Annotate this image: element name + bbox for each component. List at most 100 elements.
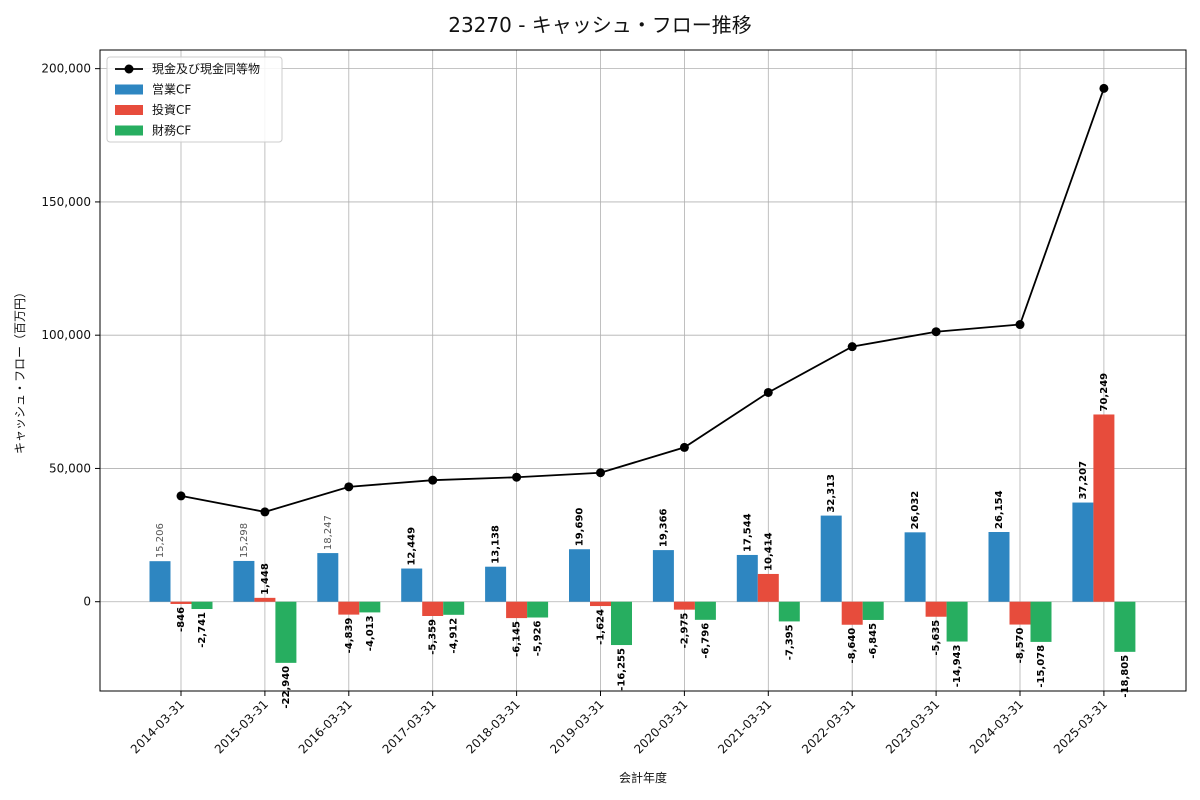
data-label: 19,366 (658, 508, 669, 547)
bar-1-3 (422, 601, 444, 616)
x-tick-label: 2023-03-31 (883, 697, 942, 756)
bar-layer (149, 414, 1136, 663)
bar-0-2 (317, 553, 339, 602)
data-label: -5,635 (931, 620, 942, 656)
x-tick-label: 2024-03-31 (967, 697, 1026, 756)
bar-2-4 (527, 601, 549, 618)
legend-swatch (115, 125, 143, 136)
x-tick-label: 2025-03-31 (1051, 697, 1110, 756)
data-label: 70,249 (1099, 373, 1110, 412)
bar-0-0 (149, 561, 171, 602)
bar-1-4 (506, 601, 528, 619)
data-label: 26,154 (994, 490, 1005, 529)
bar-1-0 (170, 601, 192, 604)
plot-frame (99, 49, 1187, 692)
data-label-layer: 15,206 15,298 18,247 12,449 13,138 19,690 19,3… (155, 373, 1131, 709)
cash-balance-point (1015, 320, 1025, 330)
bar-1-8 (841, 601, 863, 625)
legend-label: 投資CF (152, 102, 191, 117)
bar-0-7 (736, 554, 758, 602)
legend-swatch (115, 84, 143, 95)
data-label: -7,395 (784, 624, 795, 660)
line-layer (176, 83, 1109, 517)
data-label: -15,078 (1036, 645, 1047, 688)
data-label: -4,013 (365, 615, 376, 651)
bar-2-2 (359, 601, 381, 613)
legend-label: 現金及び現金同等物 (152, 61, 260, 76)
x-tick-label: 2017-03-31 (380, 697, 439, 756)
y-axis-title: キャッシュ・フロー（百万円） (13, 286, 27, 454)
bar-0-11 (1072, 502, 1094, 602)
bar-2-8 (862, 601, 884, 620)
x-axis-title: 会計年度 (619, 770, 667, 785)
data-label: 15,206 (155, 523, 166, 558)
cash-balance-point (176, 491, 186, 501)
legend-label: 財務CF (152, 123, 191, 138)
data-label: 18,247 (323, 515, 334, 550)
bar-0-5 (569, 549, 590, 602)
bar-1-5 (590, 601, 611, 607)
y-tick-label: 100,000 (41, 328, 91, 342)
cash-balance-line (180, 88, 1105, 513)
data-label: -18,805 (1120, 655, 1131, 698)
y-tick-label: 150,000 (41, 195, 91, 209)
x-tick-label: 2022-03-31 (799, 697, 858, 756)
data-label: -2,741 (197, 612, 208, 648)
bar-2-10 (1030, 601, 1052, 642)
bar-0-1 (233, 560, 255, 602)
bar-1-9 (925, 601, 947, 617)
cash-balance-point (1099, 83, 1109, 93)
data-label: 10,414 (763, 532, 774, 571)
chart-title: 23270 - キャッシュ・フロー推移 (448, 13, 752, 37)
data-label: -846 (176, 607, 187, 632)
x-tick-label: 2019-03-31 (547, 697, 606, 756)
bar-2-0 (191, 601, 213, 610)
bar-1-11 (1093, 414, 1115, 602)
x-tick-label: 2020-03-31 (631, 697, 690, 756)
bar-0-9 (904, 532, 926, 602)
data-label: 17,544 (742, 513, 753, 552)
bar-2-11 (1114, 601, 1136, 652)
data-label: 1,448 (260, 563, 271, 595)
bar-1-2 (338, 601, 360, 615)
data-label: -22,940 (281, 666, 292, 709)
cash-balance-point (260, 507, 270, 517)
legend-swatch (115, 105, 143, 115)
data-label: -6,845 (868, 623, 879, 659)
bar-2-7 (778, 601, 800, 622)
bar-1-10 (1009, 601, 1031, 625)
bar-0-10 (988, 532, 1010, 602)
data-label: -4,839 (344, 618, 355, 654)
data-label: -5,359 (428, 619, 439, 655)
cash-balance-point (931, 327, 941, 337)
y-tick-label: 200,000 (41, 62, 91, 76)
bar-1-6 (673, 601, 695, 610)
data-label: -5,926 (533, 620, 544, 656)
bar-0-4 (485, 566, 507, 602)
bar-1-7 (757, 573, 779, 602)
bar-0-6 (652, 550, 674, 602)
bar-1-1 (254, 597, 276, 602)
x-tick-label: 2016-03-31 (296, 697, 355, 756)
data-label: -1,624 (596, 609, 607, 645)
x-tick-label: 2018-03-31 (464, 697, 523, 756)
data-label: -6,796 (700, 623, 711, 659)
legend-frame (106, 56, 283, 143)
cash-balance-point (428, 475, 438, 485)
cash-balance-point (847, 342, 857, 352)
data-label: 19,690 (575, 508, 586, 547)
axis-layer: 0 50,000 100,000 150,000 200,000 2014-03-31 20… (41, 62, 1110, 757)
data-label: 32,313 (826, 474, 837, 513)
bar-2-9 (946, 601, 968, 642)
cash-balance-point (763, 387, 773, 397)
cash-balance-point (596, 468, 605, 478)
cash-balance-point (344, 482, 354, 492)
bar-2-3 (443, 601, 465, 615)
bar-0-3 (401, 568, 423, 602)
bar-2-5 (611, 601, 632, 646)
data-label: -2,975 (679, 613, 690, 649)
data-label: -8,640 (847, 628, 858, 664)
